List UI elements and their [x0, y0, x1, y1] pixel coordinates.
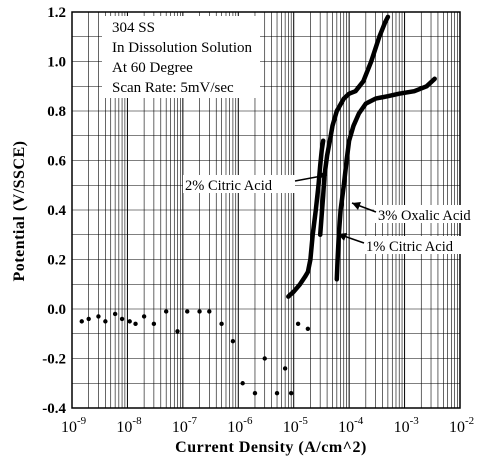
annotation-line-4: Scan Rate: 5mV/sec — [112, 80, 234, 96]
series-label-2pct-citric: 2% Citric Acid — [185, 178, 273, 194]
y-axis-label: Potential (V/SSCE) — [11, 141, 28, 282]
annotation-line-1: 304 SS — [112, 20, 155, 36]
series-labels: 2% Citric Acid 3% Oxalic Acid 1% Citric … — [183, 171, 494, 255]
data-point — [141, 314, 147, 319]
data-point — [163, 309, 169, 314]
arrow-head-3pct-oxalic — [352, 202, 361, 210]
arrow-head-2pct-citric — [318, 171, 327, 179]
data-point — [240, 381, 245, 386]
data-point — [282, 366, 288, 371]
y-tick-label: 0.2 — [47, 253, 66, 269]
data-point — [185, 309, 190, 314]
series-label-bg-3 — [364, 236, 464, 254]
data-point — [175, 329, 180, 334]
data-point — [295, 321, 301, 327]
data-point — [197, 309, 202, 314]
series-lines — [286, 14, 437, 299]
x-tick-labels: 10-9 10-8 10-7 10-6 10-5 10-4 10-3 10-2 — [61, 415, 474, 436]
data-point — [79, 319, 84, 324]
y-tick-label: 1.2 — [47, 5, 66, 21]
data-point — [86, 316, 91, 322]
x-tick-label: 10-4 — [338, 415, 364, 436]
y-tick-label: 0.0 — [47, 302, 66, 318]
data-point — [96, 314, 101, 319]
series-label-3pct-oxalic: 3% Oxalic Acid — [378, 208, 471, 224]
data-point — [252, 390, 258, 396]
y-tick-label: 1.0 — [47, 55, 66, 71]
data-point — [305, 326, 311, 331]
series-line-2 — [334, 76, 437, 282]
x-tick-label: 10-8 — [116, 415, 142, 436]
annotation-line-2: In Dissolution Solution — [112, 40, 253, 56]
series-label-bg-2 — [374, 205, 494, 223]
data-point — [151, 321, 157, 327]
data-point — [262, 356, 267, 361]
arrow-head-1pct-citric — [338, 233, 347, 241]
data-point — [207, 309, 212, 314]
data-point — [133, 321, 138, 327]
x-tick-label: 10-9 — [61, 415, 87, 436]
x-tick-label: 10-6 — [227, 415, 253, 436]
annotation-background — [102, 16, 260, 98]
x-tick-label: 10-7 — [172, 415, 198, 436]
annotation-box: 304 SS In Dissolution Solution At 60 Deg… — [102, 16, 260, 98]
y-tick-label: -0.2 — [42, 352, 66, 368]
y-tick-label: 0.6 — [47, 154, 66, 170]
series-label-1pct-citric: 1% Citric Acid — [366, 239, 454, 255]
y-tick-label: 0.4 — [47, 203, 66, 219]
x-axis-label: Current Density (A/cm^2) — [175, 439, 367, 456]
series-line-3 — [286, 138, 326, 299]
data-point — [274, 390, 280, 396]
data-point — [288, 390, 294, 396]
y-tick-label: -0.4 — [42, 401, 66, 417]
x-tick-label: 10-5 — [283, 415, 309, 436]
data-point — [230, 338, 236, 344]
data-point — [103, 319, 108, 324]
y-tick-label: 0.8 — [47, 104, 66, 120]
annotation-line-3: At 60 Degree — [112, 60, 193, 76]
series-line-1 — [317, 14, 391, 238]
data-point — [219, 321, 224, 327]
scatter-points — [79, 309, 311, 396]
series-label-bg-1 — [183, 175, 295, 193]
x-tick-label: 10-3 — [394, 415, 420, 436]
data-point — [112, 311, 118, 317]
x-tick-label: 10-2 — [449, 415, 474, 436]
y-tick-labels: 1.2 1.0 0.8 0.6 0.4 0.2 0.0 -0.2 -0.4 — [42, 5, 66, 417]
data-point — [119, 316, 125, 322]
data-point — [127, 319, 132, 324]
